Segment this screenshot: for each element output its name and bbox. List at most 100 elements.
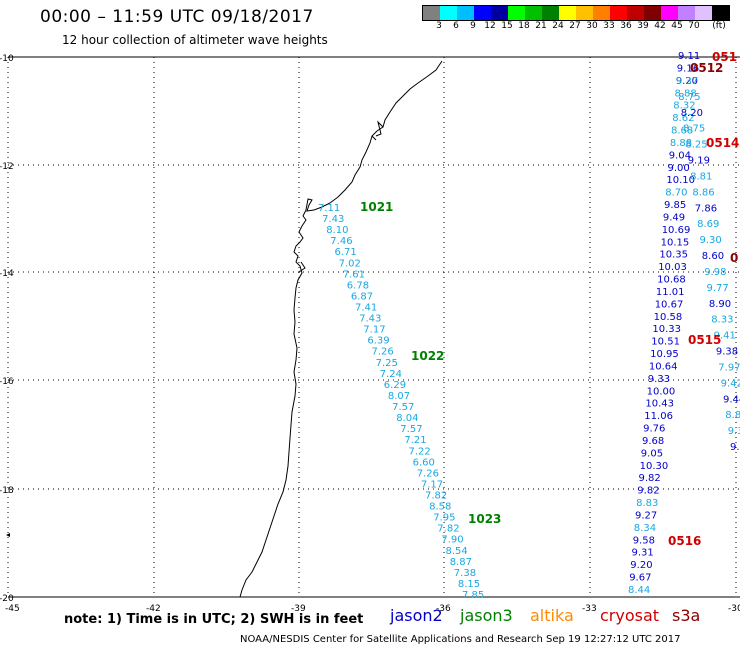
swh-value: 8.60 xyxy=(702,251,724,262)
swh-value: 8.04 xyxy=(396,413,418,424)
swh-value: 9.41 xyxy=(714,331,736,342)
lat-lon-grid xyxy=(7,56,740,598)
latitude-label: -14 xyxy=(0,269,14,279)
swh-value: 9.20 xyxy=(630,560,652,571)
swh-value: 6.60 xyxy=(413,457,435,468)
swh-value: 8.87 xyxy=(450,557,472,568)
color-scale-tick: 15 xyxy=(501,21,513,31)
color-scale-tick: 18 xyxy=(518,21,530,31)
swh-value: 11.01 xyxy=(656,287,685,298)
pass-label: 0516 xyxy=(668,534,702,548)
swh-value: 8.62 xyxy=(672,113,694,124)
latitude-label: -10 xyxy=(0,54,14,64)
swh-value: 7.17 xyxy=(421,479,443,490)
latitude-label: -12 xyxy=(0,162,14,172)
pass-label: 1021 xyxy=(360,200,394,214)
swh-value: 7.11 xyxy=(318,203,340,214)
color-swatch xyxy=(542,6,559,20)
swh-value: 9.31 xyxy=(632,548,654,559)
color-scale-tick: 42 xyxy=(654,21,666,31)
color-swatch xyxy=(508,6,525,20)
swh-value: 10.30 xyxy=(640,461,669,472)
color-scale-tick: 27 xyxy=(569,21,581,31)
swh-value: 10.68 xyxy=(657,275,686,286)
swh-value: 9.00 xyxy=(668,163,690,174)
swh-value: 6.29 xyxy=(384,380,406,391)
swh-value: 9.82 xyxy=(637,486,659,497)
swh-value: 7.95 xyxy=(433,513,455,524)
swh-value: 7.90 xyxy=(441,535,463,546)
swh-value: 9.68 xyxy=(642,436,664,447)
swh-value: 8.83 xyxy=(636,498,658,509)
swh-value: 8.58 xyxy=(429,502,451,513)
swh-value: 9.42 xyxy=(721,378,740,389)
swh-value: 8.07 xyxy=(388,391,410,402)
pass-label: 0514 xyxy=(706,136,740,150)
pass-label: 1023 xyxy=(468,512,502,526)
color-scale-tick: 3 xyxy=(436,21,442,31)
swh-value: 8.15 xyxy=(458,579,480,590)
legend-jason3: jason3 xyxy=(460,606,513,625)
swh-value: 8.81 xyxy=(690,172,712,183)
swh-value: 6.78 xyxy=(347,280,369,291)
swh-value: 9.16 xyxy=(677,63,699,74)
pass-label: 0 xyxy=(730,251,739,265)
swh-value: 10.33 xyxy=(652,324,681,335)
map-title: 00:00 – 11:59 UTC 09/18/2017 xyxy=(40,7,314,27)
swh-value: 8.75 xyxy=(683,124,705,135)
swh-value: 8.54 xyxy=(446,546,468,557)
color-swatch xyxy=(423,6,440,20)
swh-value: 9.82 xyxy=(639,473,661,484)
color-scale-tick: 30 xyxy=(586,21,598,31)
swh-value: 8.8 xyxy=(725,410,740,421)
latitude-label: -18 xyxy=(0,486,14,496)
swh-value: 10.15 xyxy=(661,237,690,248)
latitude-label: -20 xyxy=(0,594,14,604)
swh-value: 9.37 xyxy=(676,76,698,87)
color-scale-tick: 45 xyxy=(671,21,683,31)
swh-value: 6.71 xyxy=(335,247,357,258)
coastline-brazil xyxy=(239,60,443,598)
swh-value: 11.06 xyxy=(644,411,673,422)
swh-value: 7.82 xyxy=(437,524,459,535)
color-scale-tick: 21 xyxy=(535,21,547,31)
color-swatch xyxy=(491,6,508,20)
swh-value: 8.90 xyxy=(709,299,731,310)
swh-value: 9.67 xyxy=(629,573,651,584)
color-swatch xyxy=(712,6,729,20)
longitude-label: -39 xyxy=(291,604,306,614)
color-scale-bar xyxy=(422,5,730,21)
swh-value: 10.03 xyxy=(658,262,687,273)
swh-value: 9.3 xyxy=(728,426,740,437)
color-scale-tick: 9 xyxy=(470,21,476,31)
swh-value: 7.46 xyxy=(330,236,352,247)
color-scale-tick: (ft) xyxy=(712,21,726,31)
swh-value: 7.85 xyxy=(462,590,484,601)
swh-value: 8.32 xyxy=(673,101,695,112)
swh-value: 9.19 xyxy=(688,156,710,167)
swh-value: 8.44 xyxy=(628,585,650,596)
swh-value: 7.57 xyxy=(392,402,414,413)
swh-value: 7.02 xyxy=(339,258,361,269)
swh-value: 7.86 xyxy=(695,203,717,214)
color-swatch xyxy=(695,6,712,20)
swh-value: 9.49 xyxy=(663,212,685,223)
axis-labels: -10 -12 -14 -16 -18 -20-45 -42 -39 -36 -33 -30 xyxy=(0,54,740,614)
swh-value: 9.27 xyxy=(635,511,657,522)
swh-value: 10.51 xyxy=(651,337,680,348)
altimeter-tracks: 7.117.438.107.466.717.027.616.786.877.41… xyxy=(318,51,740,601)
longitude-label: -33 xyxy=(582,604,597,614)
swh-value: 9.38 xyxy=(716,347,738,358)
legend-cryosat: cryosat xyxy=(600,606,660,625)
swh-value: 9.77 xyxy=(707,283,729,294)
swh-value: 9.33 xyxy=(648,374,670,385)
color-scale-labels: 3 6 9 12 15 18 21 24 27 30 33 36 39 42 45 70 (ft) xyxy=(424,21,740,33)
swh-value: 7.26 xyxy=(372,347,394,358)
swh-value: 7.38 xyxy=(454,568,476,579)
pass-label: 1022 xyxy=(411,349,445,363)
swh-value: 9.20 xyxy=(676,76,698,87)
swh-value: 10.43 xyxy=(645,399,674,410)
color-swatch xyxy=(644,6,661,20)
swh-value: 8.34 xyxy=(634,523,656,534)
swh-value: 9.85 xyxy=(664,200,686,211)
